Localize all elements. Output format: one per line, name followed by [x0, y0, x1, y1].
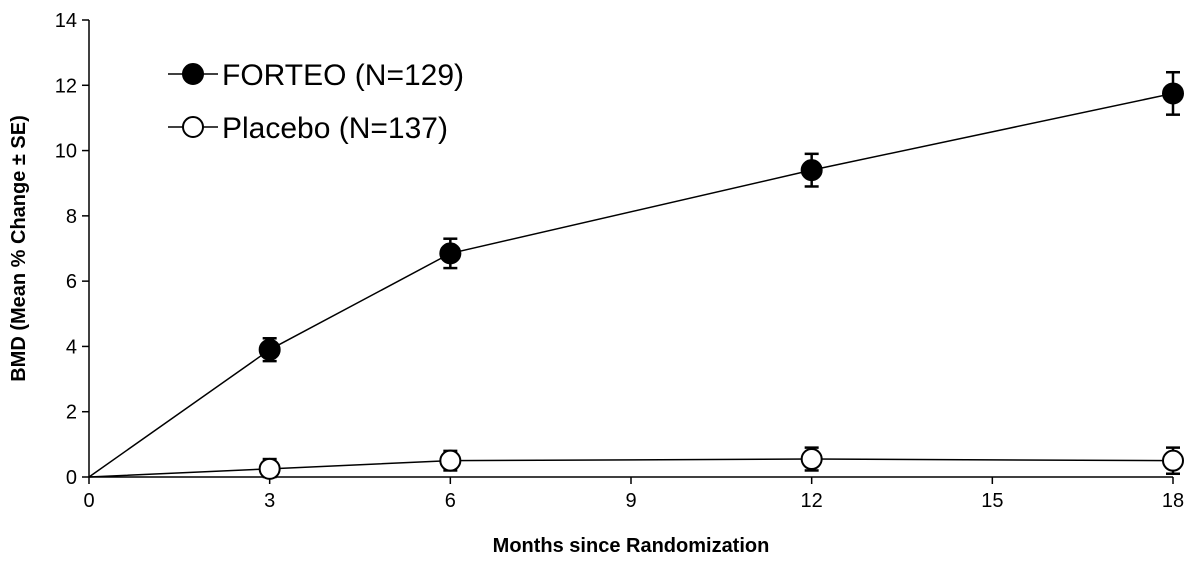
legend-label-forteo: FORTEO (N=129): [222, 59, 464, 92]
legend-label-placebo: Placebo (N=137): [222, 112, 448, 145]
data-point-forteo: [258, 338, 281, 361]
y-tick-label: 14: [55, 10, 77, 32]
data-point-placebo: [258, 457, 281, 480]
data-point-forteo: [439, 242, 462, 265]
x-tick-label: 6: [445, 490, 456, 512]
series-forteo: [88, 70, 1184, 478]
y-tick-label: 6: [66, 271, 77, 293]
y-tick-label: 2: [66, 402, 77, 424]
data-point-placebo: [800, 448, 823, 471]
x-tick-label: 9: [625, 490, 636, 512]
data-point-forteo: [800, 159, 823, 182]
data-point-placebo: [439, 449, 462, 472]
x-axis-ticks: 0 3 6 9 12 15 18: [83, 477, 1184, 512]
x-tick-label: 3: [264, 490, 275, 512]
x-axis-title: Months since Randomization: [493, 535, 770, 557]
x-tick-label: 0: [83, 490, 94, 512]
legend-marker-forteo: [182, 63, 204, 85]
x-tick-label: 12: [801, 490, 823, 512]
x-tick-label: 15: [981, 490, 1003, 512]
y-axis-ticks: 0 2 4 6 8 10 12 14: [55, 10, 89, 489]
legend-marker-placebo: [182, 116, 204, 138]
y-tick-label: 4: [66, 336, 77, 358]
legend-item-placebo: Placebo (N=137): [168, 112, 448, 145]
series-line-placebo: [88, 458, 1174, 478]
series-line-forteo: [88, 92, 1174, 478]
series-layer: [88, 70, 1184, 480]
legend-item-forteo: FORTEO (N=129): [168, 59, 464, 92]
y-axis-title: BMD (Mean % Change ± SE): [8, 115, 30, 382]
y-tick-label: 10: [55, 141, 77, 163]
y-tick-label: 8: [66, 206, 77, 228]
data-point-forteo: [1162, 82, 1184, 105]
legend: FORTEO (N=129) Placebo (N=137): [168, 59, 464, 145]
y-tick-label: 0: [66, 467, 77, 489]
x-tick-label: 18: [1162, 490, 1184, 512]
series-placebo: [88, 446, 1184, 480]
data-point-placebo: [1162, 449, 1184, 472]
y-tick-label: 12: [55, 75, 77, 97]
